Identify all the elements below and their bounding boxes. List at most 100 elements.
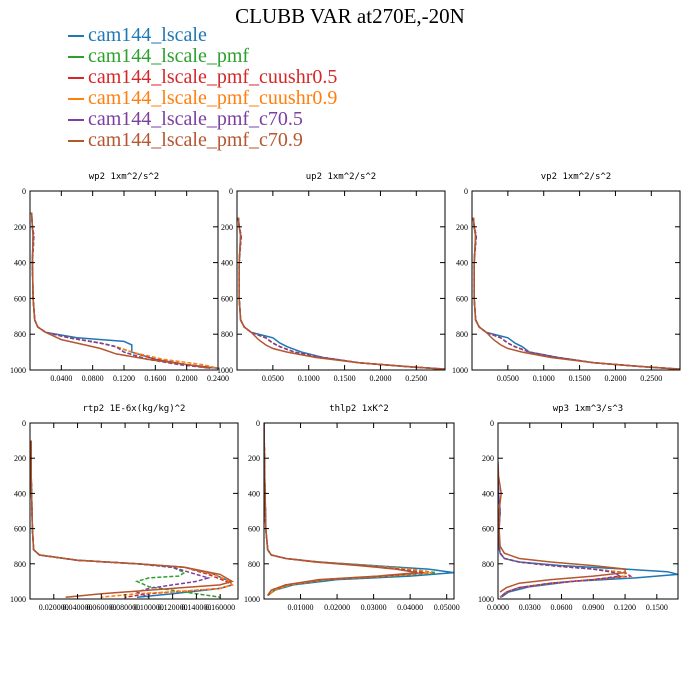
series-group: [472, 217, 680, 370]
plot-frame: [471, 190, 681, 371]
legend-line-swatch: [68, 35, 84, 37]
panel-title: vp2 1xm^2/s^2: [541, 172, 611, 182]
x-tick-label: 0.0000: [487, 603, 509, 612]
panel: vp2 1xm^2/s^2 0 200 400 600 800 1000 0.0500 0.10…: [452, 172, 681, 383]
series-line: [30, 212, 211, 369]
x-tick-label: 0.2500: [405, 374, 427, 383]
legend-line-swatch: [68, 98, 84, 100]
x-tick-label: 0.100000: [134, 603, 164, 612]
y-tick-label: 400: [248, 489, 260, 498]
legend-label: cam144_lscale_pmf_cuushr0.9: [88, 87, 338, 109]
y-tick-label: 600: [248, 525, 260, 534]
y-tick-label: 0: [256, 419, 260, 428]
panel-title: wp2 1xm^2/s^2: [89, 172, 159, 182]
series-line: [237, 217, 445, 370]
x-tick-label: 0.0500: [262, 374, 284, 383]
legend-item: cam144_lscale_pmf_cuushr0.5: [66, 66, 426, 89]
series-line: [30, 440, 234, 598]
y-tick-label: 600: [456, 294, 468, 303]
panel-title: rtp2 1E-6x(kg/kg)^2: [83, 404, 186, 414]
plot-frame: [497, 422, 679, 600]
legend-label: cam144_lscale_pmf_c70.9: [88, 129, 303, 151]
panel-title: wp3 1xm^3/s^3: [553, 404, 623, 414]
x-tick-label: 0.0800: [82, 374, 104, 383]
x-tick-label: 0.0300: [519, 603, 541, 612]
x-tick-label: 0.2000: [176, 374, 198, 383]
y-tick-label: 200: [482, 454, 494, 463]
plot-frame: [263, 422, 455, 600]
y-tick-label: 600: [482, 525, 494, 534]
y-tick-label: 1000: [244, 595, 260, 604]
y-tick-label: 800: [456, 330, 468, 339]
x-tick-label: 0.1000: [533, 374, 555, 383]
series-line: [30, 212, 211, 369]
x-tick-label: 0.1500: [334, 374, 356, 383]
x-tick-label: 0.060000: [86, 603, 116, 612]
x-tick-label: 0.160000: [205, 603, 235, 612]
y-tick-label: 0: [464, 187, 468, 196]
y-tick-label: 1000: [217, 366, 233, 375]
y-tick-label: 400: [221, 259, 233, 268]
y-tick-label: 800: [482, 560, 494, 569]
legend-label: cam144_lscale: [88, 24, 207, 46]
series-line: [30, 212, 218, 369]
legend-item: cam144_lscale_pmf: [66, 45, 426, 68]
panel: rtp2 1E-6x(kg/kg)^2 0 200 400 600 800 1000 0.02…: [10, 404, 239, 612]
panel-title: thlp2 1xK^2: [329, 404, 389, 414]
y-tick-label: 600: [14, 525, 26, 534]
legend-item: cam144_lscale_pmf_c70.5: [66, 108, 426, 131]
y-tick-label: 800: [14, 560, 26, 569]
series-line: [264, 423, 433, 597]
y-tick-label: 0: [22, 419, 26, 428]
series-group: [264, 423, 454, 597]
series-line: [30, 440, 221, 598]
series-line: [30, 440, 234, 598]
y-tick-label: 200: [221, 223, 233, 232]
y-tick-label: 1000: [10, 595, 26, 604]
y-tick-label: 1000: [478, 595, 494, 604]
x-tick-label: 0.0500: [497, 374, 519, 383]
x-tick-label: 0.0900: [582, 603, 604, 612]
series-line: [498, 461, 626, 593]
series-group: [498, 461, 678, 598]
x-tick-label: 0.03000: [361, 603, 387, 612]
x-tick-label: 0.080000: [110, 603, 140, 612]
legend-line-swatch: [68, 140, 84, 142]
x-tick-label: 0.120000: [158, 603, 188, 612]
plot-frame: [29, 190, 219, 371]
y-tick-label: 0: [229, 187, 233, 196]
y-tick-label: 1000: [452, 366, 468, 375]
legend-item: cam144_lscale_pmf_cuushr0.9: [66, 87, 426, 110]
legend-item: cam144_lscale: [66, 24, 426, 47]
y-tick-label: 200: [14, 454, 26, 463]
x-tick-label: 0.02000: [324, 603, 350, 612]
series-line: [498, 475, 678, 598]
y-tick-label: 400: [14, 489, 26, 498]
x-tick-label: 0.0400: [50, 374, 72, 383]
y-tick-label: 800: [14, 330, 26, 339]
x-tick-label: 0.1600: [144, 374, 166, 383]
x-tick-label: 0.1000: [298, 374, 320, 383]
x-tick-label: 0.2000: [369, 374, 391, 383]
series-group: [30, 212, 218, 369]
plot-frame: [29, 422, 239, 600]
y-tick-label: 600: [221, 294, 233, 303]
legend-label: cam144_lscale_pmf_c70.5: [88, 108, 303, 130]
y-tick-label: 400: [456, 259, 468, 268]
y-tick-label: 600: [14, 294, 26, 303]
legend-label: cam144_lscale_pmf_cuushr0.5: [88, 66, 338, 88]
x-tick-label: 0.1200: [113, 374, 135, 383]
x-tick-label: 0.1500: [569, 374, 591, 383]
legend-line-swatch: [68, 77, 84, 79]
series-line: [30, 440, 234, 598]
series-line: [472, 217, 680, 370]
panel: wp3 1xm^3/s^3 0 200 400 600 800 10000.0000 0.03…: [478, 404, 679, 612]
series-line: [30, 212, 211, 369]
y-tick-label: 800: [221, 330, 233, 339]
y-tick-label: 0: [490, 419, 494, 428]
series-line: [264, 423, 418, 596]
x-tick-label: 0.01000: [288, 603, 314, 612]
series-line: [30, 212, 218, 369]
x-tick-label: 0.2400: [207, 374, 229, 383]
